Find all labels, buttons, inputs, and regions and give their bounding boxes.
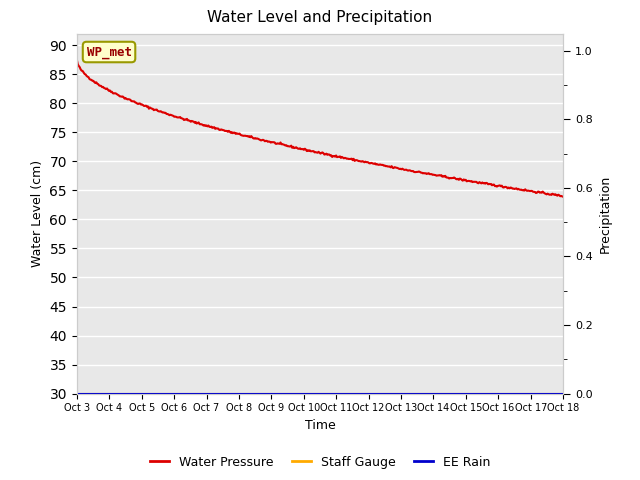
Y-axis label: Precipitation: Precipitation	[598, 174, 611, 253]
X-axis label: Time: Time	[305, 419, 335, 432]
Water Pressure	[472, 179, 479, 185]
Water Pressure	[307, 148, 315, 154]
Title: Water Level and Precipitation: Water Level and Precipitation	[207, 11, 433, 25]
Text: WP_met: WP_met	[86, 46, 132, 59]
Water Pressure	[336, 154, 344, 159]
Water Pressure	[362, 159, 370, 165]
Legend: Water Pressure, Staff Gauge, EE Rain: Water Pressure, Staff Gauge, EE Rain	[145, 451, 495, 474]
Y-axis label: Water Level (cm): Water Level (cm)	[31, 160, 44, 267]
Water Pressure	[73, 57, 81, 62]
Water Pressure	[548, 192, 556, 198]
Line: Water Pressure: Water Pressure	[77, 60, 563, 197]
Water Pressure	[304, 147, 312, 153]
Water Pressure	[559, 194, 567, 200]
